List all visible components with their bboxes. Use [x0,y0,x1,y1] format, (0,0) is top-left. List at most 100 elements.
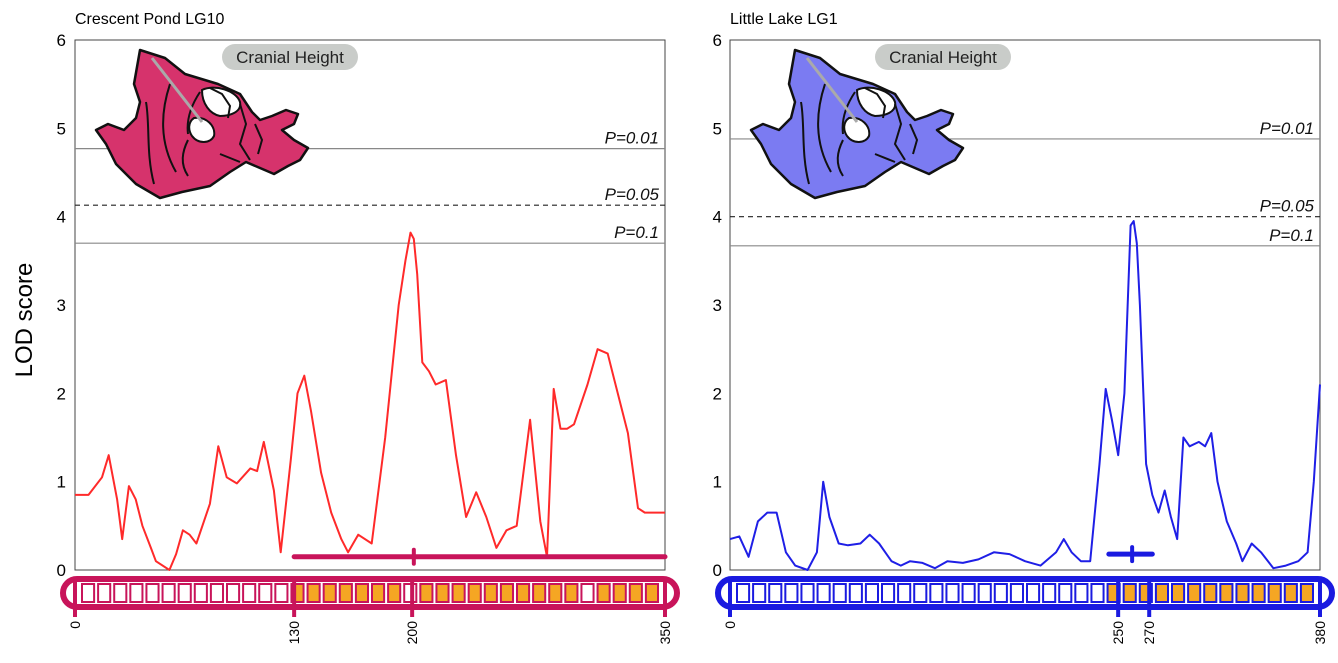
marker-cell [1283,583,1298,603]
marker-cell [1026,583,1041,603]
marker-cell [1203,583,1218,603]
marker-cell [451,583,466,603]
marker-cell [580,583,595,603]
marker-cell [564,583,579,603]
y-axis-label: LOD score [11,263,38,378]
fish-bone-line [209,87,232,119]
y-tick-label: 0 [57,561,66,580]
y-tick-label: 4 [57,208,66,227]
marker-cell [644,583,660,603]
trait-label: Cranial Height [889,48,997,67]
y-tick-label: 2 [713,384,722,403]
marker-cell [1058,583,1073,603]
marker-cell [1267,583,1282,603]
marker-cell [752,583,767,603]
marker-cell [961,583,976,603]
marker-cell [129,583,144,603]
marker-cell [736,583,751,603]
marker-cell [548,583,563,603]
marker-cell [832,583,847,603]
linkage-group-bar [715,576,1335,610]
x-tick-label: 0 [722,621,738,629]
trait-label: Cranial Height [236,48,344,67]
trait-label-badge: Cranial Height [222,44,358,70]
marker-cell [1042,583,1057,603]
y-tick-label: 1 [57,473,66,492]
marker-cell [516,583,531,603]
marker-cell [993,583,1008,603]
marker-cell [1187,583,1202,603]
x-tick-label: 350 [657,621,673,645]
marker-cell [177,583,192,603]
y-tick-label: 1 [713,473,722,492]
marker-cell [113,583,128,603]
x-tick-label: 130 [286,621,302,645]
marker-cell [161,583,176,603]
marker-cell [800,583,815,603]
panel-title: Little Lake LG1 [730,11,838,28]
y-tick-label: 3 [57,296,66,315]
fish-skull-icon [749,48,965,200]
marker-cell [209,583,224,603]
fish-orbit [855,86,897,118]
marker-cell [612,583,627,603]
fish-bone-line [874,153,896,163]
marker-cell [322,583,337,603]
marker-cell [881,583,896,603]
trait-badge-bg [222,44,358,70]
x-tick-label: 250 [1110,621,1126,645]
threshold-label: P=0.05 [605,185,660,204]
y-tick-label: 0 [713,561,722,580]
marker-cell [929,583,944,603]
fish-bone-line [238,103,251,161]
marker-cell [1122,583,1137,603]
fish-bone-line [841,91,856,135]
marker-cell [242,583,257,603]
threshold-label: P=0.1 [614,223,659,242]
x-tick-label: 200 [404,621,420,645]
marker-cell [596,583,611,603]
marker-cell [1299,583,1315,603]
marker-cell [1074,583,1089,603]
fish-bone-line [186,91,201,135]
fish-bone-line [800,101,810,185]
marker-cell [226,583,241,603]
marker-cell [1154,583,1170,603]
marker-cell [354,583,369,603]
x-tick-label: 0 [67,621,83,629]
marker-cell [1090,583,1105,603]
fish-bone-line [909,123,919,155]
marker-cell [864,583,880,603]
y-tick-label: 6 [713,31,722,50]
fish-skull-icon [94,48,310,200]
x-tick-label: 270 [1141,621,1157,645]
fish-bone-line [181,139,189,177]
y-tick-label: 5 [57,119,66,138]
lod-curve [75,231,665,571]
marker-cell [467,583,482,603]
measure-line [150,57,204,123]
threshold-label: P=0.01 [605,129,659,148]
marker-cell [945,583,960,603]
trait-label-badge: Cranial Height [875,44,1011,70]
plot-frame [729,39,1321,571]
fish-bone-line [254,123,264,155]
plot-frame [74,39,666,571]
marker-cell [628,583,643,603]
fish-bone-line [836,139,844,177]
trait-badge-bg [875,44,1011,70]
chart-panel-1: Crescent Pond LG10 0 1 2 3 4 5 6 P=0.01 P=0.05 P=0… [57,11,680,645]
marker-cell [419,583,434,603]
marker-cell [499,583,514,603]
linkage-group-bar [60,576,680,610]
fish-bone-line [864,87,887,119]
fish-bone-line [219,153,241,163]
marker-cell [913,583,928,603]
marker-cell [145,583,160,603]
marker-cell [306,583,321,603]
threshold-label: P=0.05 [1260,197,1315,216]
marker-cell [1251,583,1266,603]
y-tick-label: 6 [57,31,66,50]
fish-bone-line [817,83,832,173]
marker-cell [532,583,547,603]
